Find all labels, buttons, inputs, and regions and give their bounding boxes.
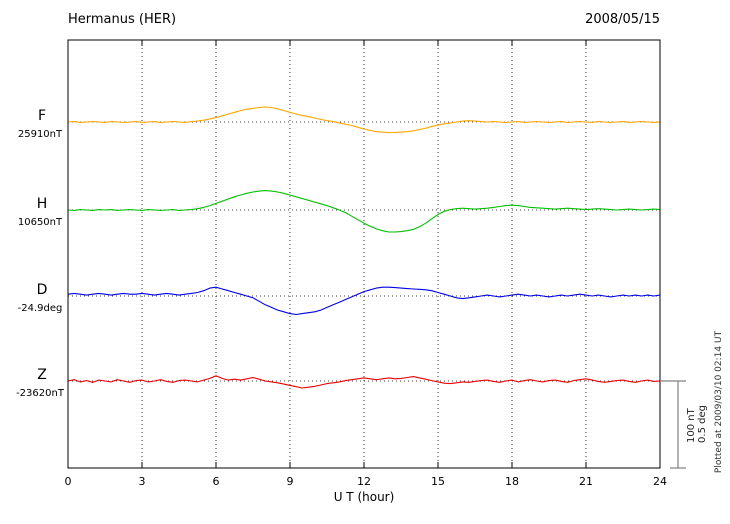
scale-bar-label: 100 nT 0.5 deg	[686, 405, 708, 443]
x-tick-label-9: 9	[287, 475, 294, 488]
x-axis: 0 3 6 9 12 15 18 21 24	[65, 40, 667, 488]
trace-H	[67, 190, 661, 233]
plot-timestamp: Plotted at 2009/03/10 02:14 UT	[714, 330, 724, 473]
series-baseline-F: 25910nT	[18, 129, 63, 140]
date-label: 2008/05/15	[585, 12, 660, 27]
series-letter-H: H	[37, 196, 48, 212]
scale-bar-label-deg: 0.5 deg	[697, 405, 708, 443]
x-tick-label-21: 21	[579, 475, 593, 488]
series-letter-Z: Z	[37, 367, 47, 383]
trace-layer	[67, 106, 661, 389]
x-tick-label-0: 0	[65, 475, 72, 488]
trace-F	[67, 106, 661, 134]
x-tick-label-15: 15	[431, 475, 445, 488]
x-tick-label-3: 3	[139, 475, 146, 488]
page-title: Hermanus (HER)	[68, 12, 176, 27]
x-tick-label-12: 12	[357, 475, 371, 488]
trace-Z	[67, 375, 661, 389]
scale-bar: 100 nT 0.5 deg	[660, 380, 708, 469]
scale-bar-label-nt: 100 nT	[686, 407, 697, 443]
series-letter-D: D	[37, 282, 48, 298]
trace-D	[67, 286, 661, 316]
x-tick-label-24: 24	[653, 475, 667, 488]
series-baseline-H: 10650nT	[18, 217, 63, 228]
grid-layer	[141, 40, 587, 468]
series-baseline-D: -24.9deg	[18, 303, 63, 314]
x-tick-label-18: 18	[505, 475, 519, 488]
x-axis-label: U T (hour)	[334, 490, 395, 504]
x-tick-label-6: 6	[213, 475, 220, 488]
series-baseline-Z: -23620nT	[16, 388, 65, 399]
series-letter-F: F	[38, 108, 46, 124]
